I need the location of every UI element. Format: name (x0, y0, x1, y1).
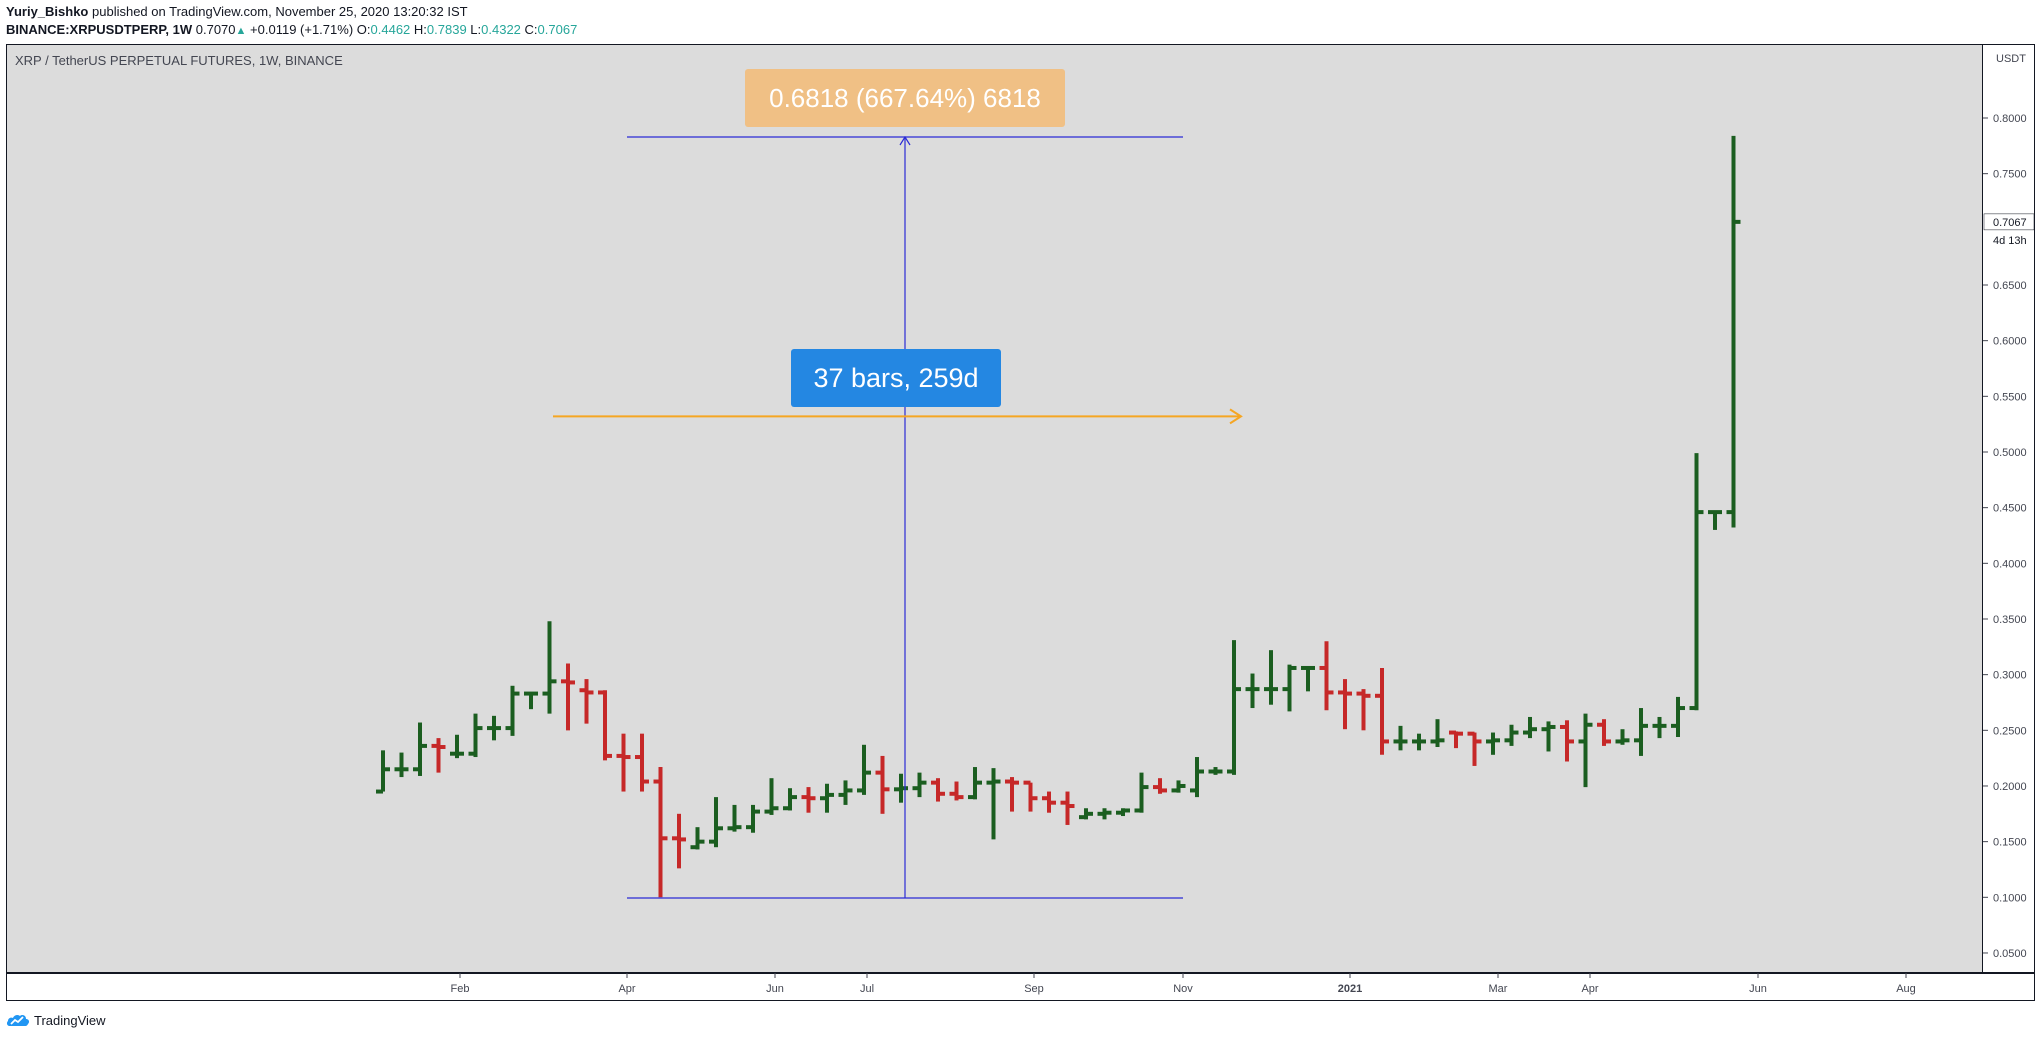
triangle-up-icon: ▲ (235, 25, 247, 37)
cloud-logo-icon (6, 1014, 30, 1026)
price-change: +0.0119 (+1.71%) (250, 22, 354, 37)
low-label: L: (470, 22, 482, 37)
published-info: published on TradingView.com, November 2… (92, 4, 468, 19)
close-label: C: (524, 22, 538, 37)
time-axis[interactable] (6, 973, 2035, 1001)
open-label: O: (356, 22, 371, 37)
bar-range-label[interactable]: 37 bars, 259d (791, 349, 1001, 407)
plot-area[interactable] (6, 44, 1983, 973)
close-value: 0.7067 (537, 22, 578, 37)
last-price: 0.7070 (195, 22, 236, 37)
high-value: 0.7839 (426, 22, 467, 37)
publish-line: Yuriy_Bishko published on TradingView.co… (6, 3, 2036, 21)
price-axis[interactable] (1983, 44, 2035, 973)
high-label: H: (413, 22, 427, 37)
chart-header: Yuriy_Bishko published on TradingView.co… (6, 3, 2036, 39)
price-range-label[interactable]: 0.6818 (667.64%) 6818 (745, 69, 1065, 127)
chart-title: XRP / TetherUS PERPETUAL FUTURES, 1W, BI… (15, 53, 343, 68)
symbol-label: BINANCE:XRPUSDTPERP, 1W (6, 22, 193, 37)
open-value: 0.4462 (370, 22, 411, 37)
ohlc-legend: BINANCE:XRPUSDTPERP, 1W 0.7070▲ +0.0119 … (6, 21, 2036, 39)
brand-name: TradingView (34, 1012, 106, 1028)
tradingview-logo[interactable]: TradingView (6, 1010, 106, 1030)
author-name[interactable]: Yuriy_Bishko (6, 4, 89, 19)
low-value: 0.4322 (481, 22, 521, 37)
